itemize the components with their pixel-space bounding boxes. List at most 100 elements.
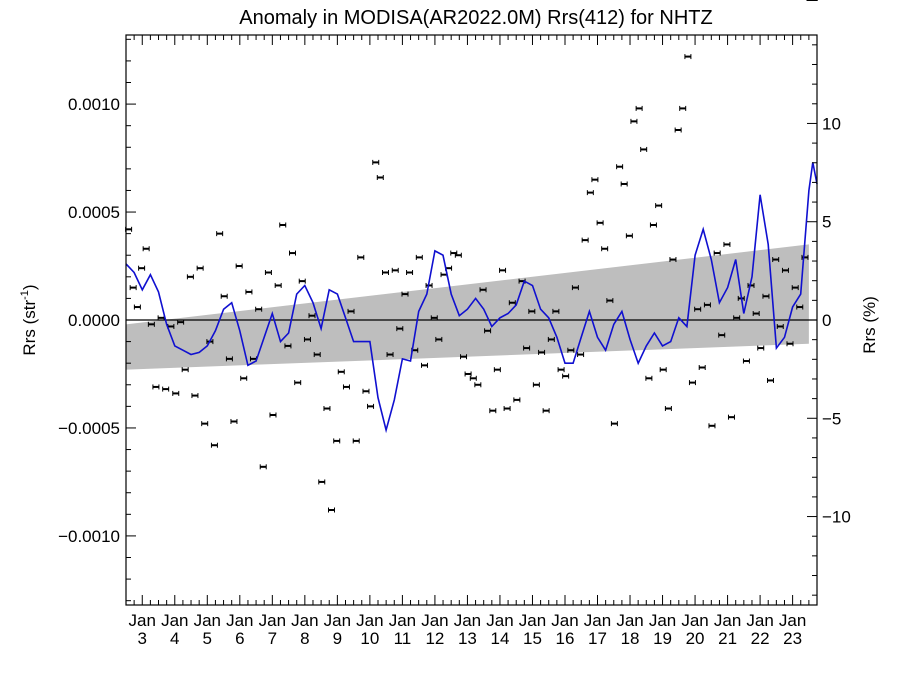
data-point (620, 181, 628, 187)
x-tick-year: 15 (523, 629, 542, 648)
data-point (352, 438, 360, 444)
y-axis-label-superscript: -1 (19, 290, 31, 300)
x-tick-month: Jan (714, 611, 741, 630)
data-point (259, 464, 267, 470)
data-point (776, 323, 784, 329)
x-tick-year: 19 (653, 629, 672, 648)
data-point (791, 285, 799, 291)
data-point (581, 237, 589, 243)
data-point (547, 336, 555, 342)
data-point (406, 270, 414, 275)
right-tick-label: −10 (822, 508, 851, 527)
right-tick-label: 10 (822, 114, 841, 133)
x-tick-month: Jan (551, 611, 578, 630)
right-axis: 10 5 0 −5 −10 (807, 44, 851, 596)
data-point (766, 377, 774, 383)
data-point (489, 408, 497, 414)
data-point (752, 311, 760, 317)
data-point (235, 263, 243, 269)
left-tick-label: −0.0010 (58, 527, 120, 546)
left-axis: 0.0010 0.0005 0.0000 −0.0005 −0.0010 (58, 38, 136, 602)
x-tick-year: 17 (588, 629, 607, 648)
x-tick-year: 13 (458, 629, 477, 648)
x-tick-month: Jan (291, 611, 318, 630)
data-point (669, 257, 677, 263)
x-tick-month: Jan (746, 611, 773, 630)
x-tick-year: 4 (170, 629, 179, 648)
data-point (386, 352, 394, 358)
data-point (698, 365, 706, 370)
x-tick-month: Jan (324, 611, 351, 630)
data-point (781, 267, 789, 273)
y-axis-label-main: Rrs (str (20, 300, 39, 356)
data-point (723, 241, 731, 247)
data-point (133, 304, 141, 310)
data-point (308, 313, 316, 319)
data-point (674, 127, 682, 133)
data-point (342, 384, 350, 390)
data-point (586, 190, 594, 196)
left-tick-label: 0.0000 (68, 311, 120, 330)
data-point (245, 289, 253, 295)
x-tick-month: Jan (356, 611, 383, 630)
data-point (337, 369, 345, 375)
data-point (562, 373, 570, 379)
x-tick-month: Jan (519, 611, 546, 630)
x-tick-year: 12 (425, 629, 444, 648)
data-point (347, 308, 355, 314)
x-tick-year: 7 (268, 629, 277, 648)
data-point (210, 442, 218, 448)
right-tick-label: 5 (822, 213, 831, 232)
data-point (694, 306, 702, 312)
data-point (469, 375, 477, 381)
data-point (421, 362, 429, 368)
data-point (201, 421, 209, 427)
data-point (703, 302, 711, 308)
data-point (796, 304, 804, 310)
data-point (616, 164, 624, 170)
data-point (649, 222, 657, 228)
data-point (362, 388, 370, 394)
data-point (645, 375, 653, 381)
data-point (542, 408, 550, 414)
data-point (557, 367, 565, 373)
data-point (142, 246, 150, 252)
data-point (323, 406, 331, 412)
data-point (577, 352, 585, 358)
data-point (708, 423, 716, 429)
data-point (191, 393, 199, 399)
data-point (528, 308, 536, 314)
data-point (596, 220, 604, 226)
x-tick-month: Jan (129, 611, 156, 630)
data-point (659, 367, 667, 373)
data-point (718, 332, 726, 338)
data-point (269, 412, 277, 418)
x-tick-month: Jan (779, 611, 806, 630)
x-tick-year: 18 (621, 629, 640, 648)
trend-band (126, 244, 809, 370)
x-tick-month: Jan (161, 611, 188, 630)
data-point (655, 203, 663, 209)
data-point (129, 285, 137, 291)
x-tick-year: 20 (686, 629, 705, 648)
x-tick-year: 23 (783, 629, 802, 648)
data-point (415, 254, 423, 260)
data-point (333, 438, 341, 444)
data-point (230, 418, 238, 424)
data-point (181, 367, 189, 373)
data-point (606, 298, 614, 304)
data-point (757, 345, 765, 351)
data-point (571, 285, 579, 291)
right-tick-label: −5 (822, 409, 841, 428)
data-point (567, 347, 575, 353)
left-tick-label: 0.0005 (68, 203, 120, 222)
data-point (479, 287, 487, 293)
left-tick-label: −0.0005 (58, 419, 120, 438)
data-point (499, 267, 507, 273)
data-point (186, 274, 194, 280)
x-tick-month: Jan (194, 611, 221, 630)
data-point (288, 250, 296, 256)
data-point (152, 384, 160, 390)
x-tick-month: Jan (421, 611, 448, 630)
